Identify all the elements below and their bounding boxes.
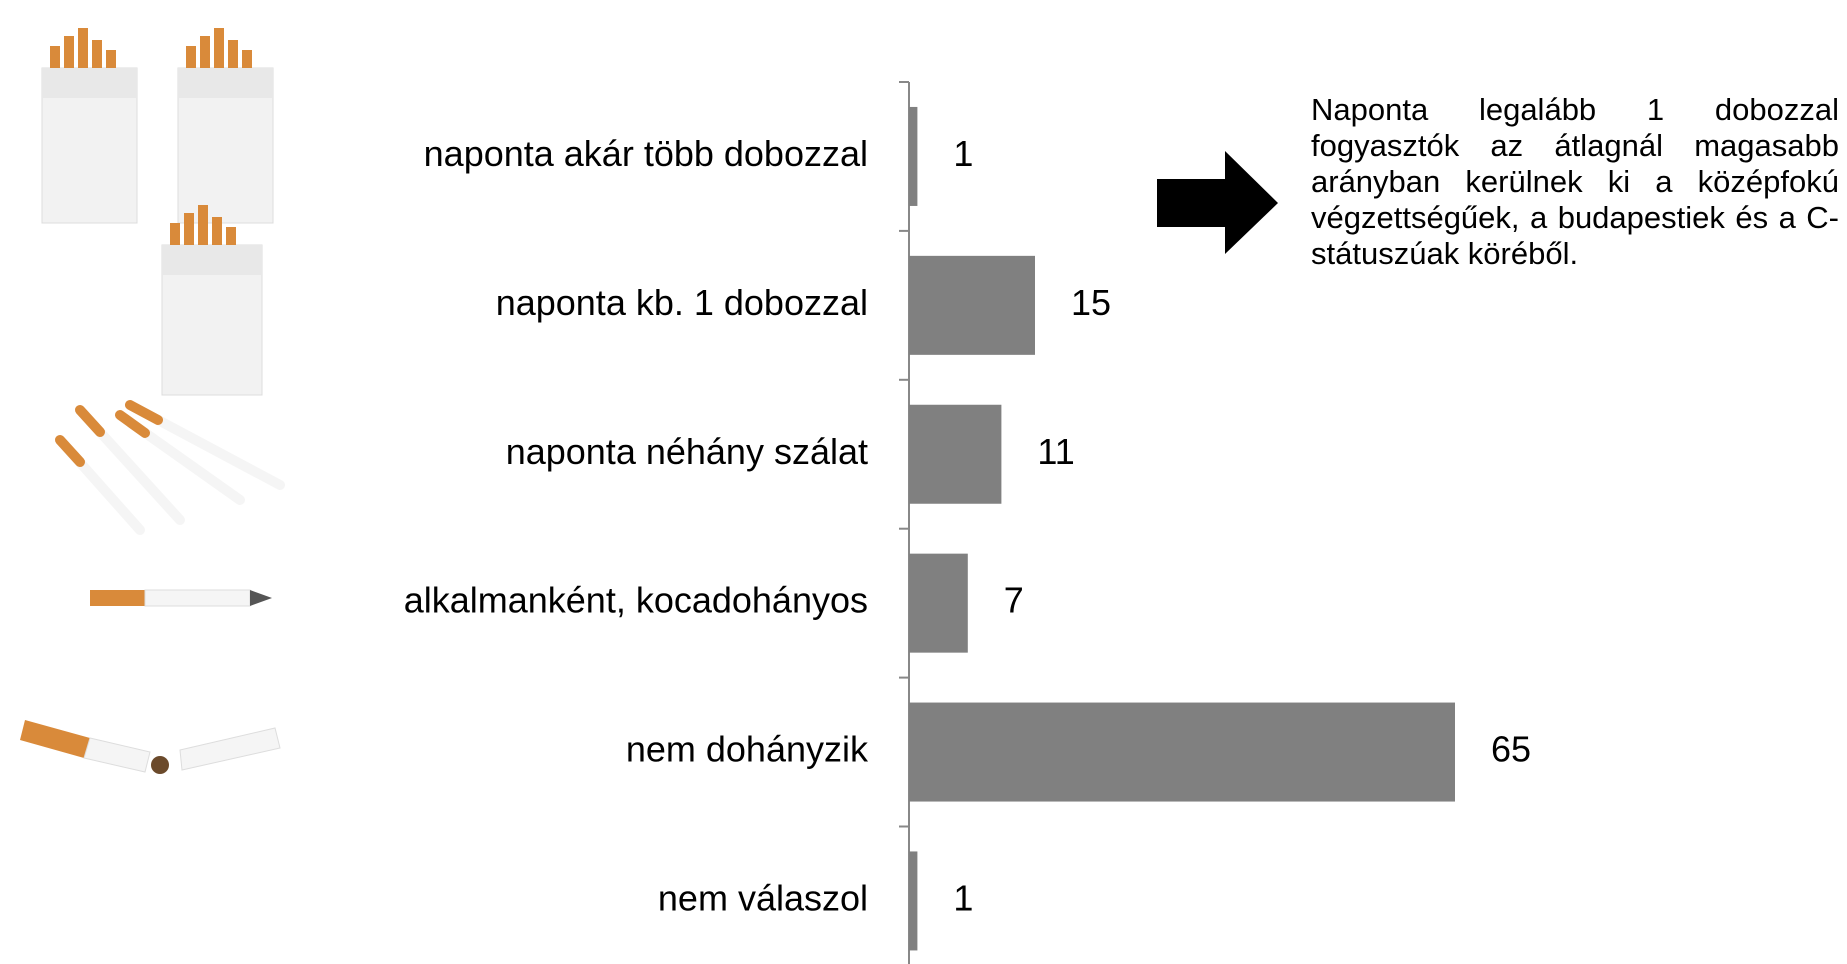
pack-icon bbox=[41, 28, 138, 224]
value-label: 7 bbox=[1004, 580, 1024, 621]
arrow bbox=[1157, 151, 1278, 254]
value-label: 11 bbox=[1037, 431, 1074, 472]
category-label: alkalmanként, kocadohányos bbox=[404, 580, 868, 621]
broken-cigarette-icon bbox=[20, 720, 281, 774]
cigarette-icon bbox=[90, 589, 272, 607]
category-label: naponta kb. 1 dobozzal bbox=[496, 282, 868, 323]
value-label: 15 bbox=[1071, 282, 1111, 323]
pack-icon bbox=[161, 205, 263, 396]
value-label: 65 bbox=[1491, 729, 1531, 770]
bar bbox=[909, 702, 1455, 802]
category-label: naponta néhány szálat bbox=[506, 431, 868, 472]
category-label: nem válaszol bbox=[658, 877, 868, 918]
bar bbox=[909, 106, 918, 206]
category-label: nem dohányzik bbox=[626, 729, 869, 770]
bar bbox=[909, 553, 968, 653]
category-label: naponta akár több dobozzal bbox=[424, 133, 868, 174]
illustrations bbox=[20, 28, 285, 774]
value-label: 1 bbox=[953, 877, 973, 918]
bar bbox=[909, 851, 918, 951]
bar bbox=[909, 255, 1035, 355]
pack-icon bbox=[177, 28, 274, 224]
annotation: Naponta legalább 1 dobozzal fogyasztók a… bbox=[1311, 92, 1839, 271]
cigarettes-icon bbox=[55, 400, 285, 535]
bar bbox=[909, 404, 1002, 504]
value-label: 1 bbox=[953, 133, 973, 174]
